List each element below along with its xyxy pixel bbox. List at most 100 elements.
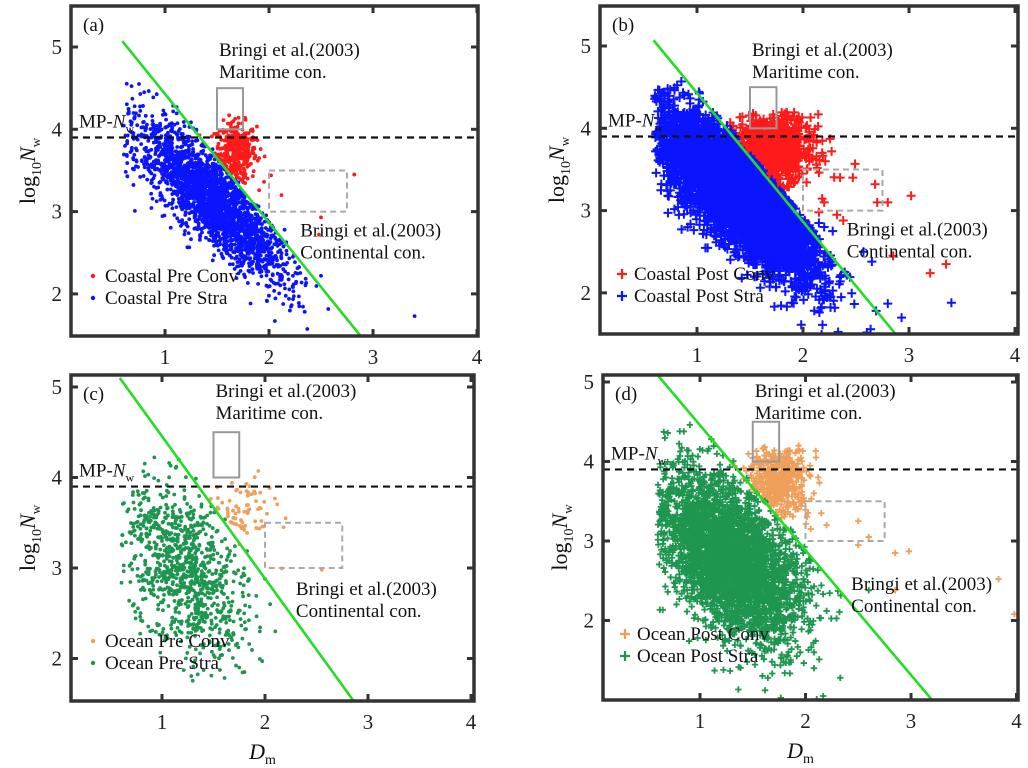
series-coastal-post-stra [650, 77, 956, 334]
data-point [204, 180, 208, 185]
data-point [797, 113, 807, 123]
data-point [232, 250, 237, 255]
data-point [193, 190, 197, 195]
data-point [235, 264, 240, 269]
data-point [262, 257, 267, 261]
data-point [207, 237, 211, 242]
data-point [228, 233, 233, 237]
data-point [173, 184, 178, 189]
data-point [237, 257, 242, 262]
data-point [212, 213, 217, 218]
data-point [266, 248, 270, 252]
data-point [210, 258, 215, 263]
data-point [209, 164, 214, 169]
data-point [232, 166, 237, 171]
data-point [161, 108, 166, 113]
data-point [751, 115, 761, 125]
data-point [159, 150, 164, 155]
data-point [121, 123, 126, 128]
plot-area [600, 39, 1018, 334]
data-point [291, 289, 296, 294]
data-point [801, 151, 811, 161]
data-point [124, 81, 129, 86]
data-point [848, 173, 858, 183]
data-point [270, 258, 274, 262]
data-point [212, 253, 217, 258]
data-point [293, 260, 297, 265]
data-point [219, 220, 224, 225]
data-point [228, 122, 233, 127]
data-point [165, 181, 170, 186]
data-point [140, 159, 144, 164]
data-point [177, 200, 181, 205]
data-point [243, 229, 248, 234]
data-point [179, 145, 183, 150]
data-point [883, 197, 893, 207]
data-point [282, 282, 287, 287]
data-point [206, 195, 211, 200]
data-point [186, 200, 191, 205]
data-point [149, 178, 154, 183]
data-point [789, 178, 799, 188]
data-point [131, 157, 136, 162]
data-point [286, 277, 291, 282]
data-point [239, 234, 243, 239]
data-point [236, 219, 241, 224]
data-point [223, 227, 228, 232]
data-point [814, 155, 824, 165]
data-point [149, 191, 154, 196]
data-point [227, 262, 232, 267]
data-point [186, 147, 191, 152]
data-point [134, 164, 138, 169]
data-point [186, 178, 191, 183]
data-point [182, 124, 187, 129]
data-point [218, 204, 223, 209]
data-point [173, 189, 177, 194]
data-point [210, 177, 215, 182]
data-point [243, 150, 248, 155]
y-tick-label: 3 [52, 200, 63, 224]
data-point [180, 198, 185, 203]
data-point [784, 182, 794, 192]
data-point [171, 197, 175, 202]
data-point [738, 129, 748, 139]
data-point [812, 163, 822, 173]
data-point [167, 162, 172, 167]
data-point [266, 257, 271, 262]
data-point [262, 179, 266, 184]
data-point [264, 283, 269, 288]
data-point [168, 187, 173, 192]
data-point [245, 163, 250, 168]
data-point [183, 170, 188, 175]
data-point [186, 163, 191, 168]
data-point [248, 238, 252, 243]
x-tick-label: 1 [160, 345, 171, 369]
data-point [158, 191, 163, 195]
data-point [255, 212, 260, 217]
data-point [257, 264, 262, 269]
data-point [185, 190, 190, 195]
data-point [167, 172, 172, 177]
data-point [197, 237, 202, 242]
data-point [193, 184, 197, 189]
data-point [282, 227, 287, 232]
data-point [785, 160, 795, 170]
data-point [165, 203, 170, 208]
data-point [243, 175, 248, 179]
data-point [235, 223, 240, 228]
data-point [177, 150, 182, 154]
data-point [141, 174, 146, 178]
data-point [161, 142, 166, 147]
data-point [888, 251, 898, 261]
data-point [272, 242, 277, 247]
data-point [167, 155, 172, 160]
data-point [767, 142, 777, 152]
data-point [236, 235, 240, 240]
data-point [150, 119, 155, 123]
data-point [412, 314, 417, 319]
data-point [250, 127, 255, 132]
data-point [218, 146, 223, 151]
data-point [257, 188, 262, 193]
axes-frame [69, 4, 480, 338]
